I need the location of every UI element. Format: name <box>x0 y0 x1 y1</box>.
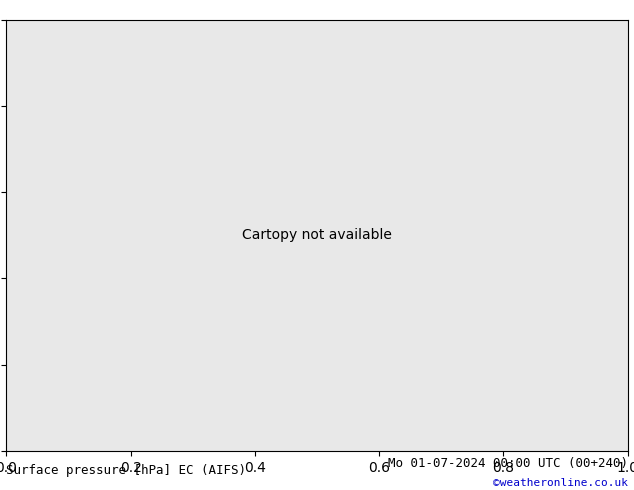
Text: ©weatheronline.co.uk: ©weatheronline.co.uk <box>493 478 628 488</box>
Text: Surface pressure [hPa] EC (AIFS): Surface pressure [hPa] EC (AIFS) <box>6 464 247 477</box>
Text: Mo 01-07-2024 00:00 UTC (00+240): Mo 01-07-2024 00:00 UTC (00+240) <box>387 457 628 469</box>
Text: Cartopy not available: Cartopy not available <box>242 228 392 242</box>
